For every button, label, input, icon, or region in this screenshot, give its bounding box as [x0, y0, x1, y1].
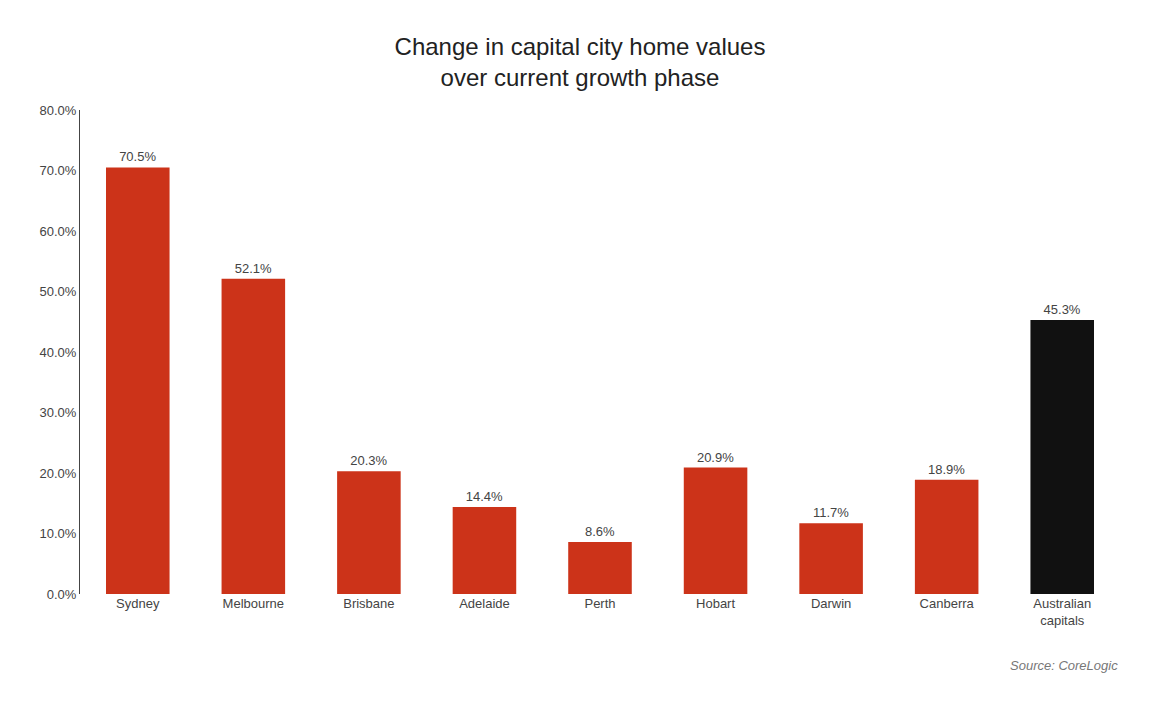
svg-text:80.0%: 80.0% — [40, 103, 77, 118]
svg-text:Darwin: Darwin — [811, 596, 851, 611]
svg-text:10.0%: 10.0% — [40, 526, 77, 541]
svg-text:0.0%: 0.0% — [47, 587, 77, 602]
svg-text:11.7%: 11.7% — [813, 505, 849, 520]
svg-text:Change in capital city home va: Change in capital city home valuesover c… — [395, 33, 766, 91]
svg-text:Source: CoreLogic: Source: CoreLogic — [1010, 658, 1118, 673]
svg-text:52.1%: 52.1% — [235, 261, 272, 276]
svg-text:Brisbane: Brisbane — [343, 596, 394, 611]
svg-text:30.0%: 30.0% — [40, 405, 77, 420]
svg-text:70.0%: 70.0% — [40, 163, 77, 178]
svg-text:Australiancapitals: Australiancapitals — [1033, 596, 1091, 628]
svg-text:14.4%: 14.4% — [466, 489, 503, 504]
svg-text:Melbourne: Melbourne — [223, 596, 284, 611]
svg-text:40.0%: 40.0% — [40, 345, 77, 360]
svg-text:Perth: Perth — [584, 596, 615, 611]
svg-text:Canberra: Canberra — [920, 596, 975, 611]
svg-text:50.0%: 50.0% — [40, 284, 77, 299]
svg-text:Adelaide: Adelaide — [459, 596, 510, 611]
svg-text:60.0%: 60.0% — [40, 224, 77, 239]
svg-text:8.6%: 8.6% — [585, 524, 615, 539]
svg-text:18.9%: 18.9% — [928, 462, 965, 477]
svg-text:Hobart: Hobart — [696, 596, 735, 611]
svg-text:Sydney: Sydney — [116, 596, 160, 611]
svg-text:45.3%: 45.3% — [1044, 302, 1081, 317]
svg-text:20.3%: 20.3% — [350, 453, 387, 468]
svg-text:20.9%: 20.9% — [697, 450, 734, 465]
svg-text:70.5%: 70.5% — [119, 149, 156, 164]
svg-text:20.0%: 20.0% — [40, 466, 77, 481]
